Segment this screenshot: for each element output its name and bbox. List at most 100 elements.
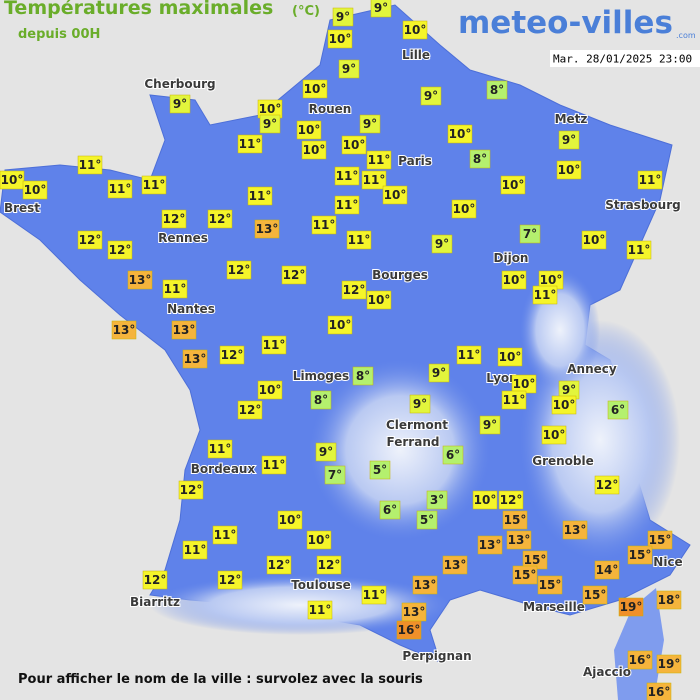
temp-label: 12°: [268, 558, 291, 572]
temp-box: [219, 345, 245, 365]
temp-box: [537, 575, 563, 595]
temp-box: [647, 530, 673, 550]
temp-label: 10°: [404, 23, 427, 37]
temp-label: 9°: [363, 117, 377, 131]
temp-label: 10°: [474, 493, 497, 507]
temp-box: [332, 7, 354, 27]
temp-label: 11°: [209, 442, 232, 456]
temp-label: 8°: [356, 369, 370, 383]
temp-box: [310, 390, 332, 410]
temp-box: [626, 240, 652, 260]
temp-label: 5°: [420, 513, 434, 527]
temp-box: [261, 335, 287, 355]
temp-box: [469, 149, 491, 169]
temp-box: [594, 560, 620, 580]
temp-box: [442, 555, 468, 575]
temp-box: [237, 134, 263, 154]
temp-label: 15°: [629, 548, 652, 562]
city-name: Cherbourg: [144, 77, 215, 91]
temp-box: [420, 86, 442, 106]
temp-label: 3°: [430, 493, 444, 507]
temp-box: [369, 460, 391, 480]
temp-box: [562, 520, 588, 540]
temp-box: [451, 199, 477, 219]
temp-box: [581, 230, 607, 250]
temp-label: 11°: [458, 348, 481, 362]
city-name: Ajaccio: [583, 665, 631, 679]
temp-box: [486, 80, 508, 100]
temp-label: 11°: [239, 137, 262, 151]
temp-label: 8°: [473, 152, 487, 166]
temp-box: [237, 400, 263, 420]
temp-label: 13°: [444, 558, 467, 572]
temp-label: 11°: [263, 458, 286, 472]
city-name: Bourges: [372, 268, 428, 282]
temp-label: 10°: [24, 183, 47, 197]
temp-label: 13°: [184, 352, 207, 366]
temp-box: [656, 654, 682, 674]
temp-label: 10°: [329, 318, 352, 332]
temp-box: [257, 380, 283, 400]
temp-label: 15°: [649, 533, 672, 547]
temp-box: [169, 94, 191, 114]
temp-label: 8°: [490, 83, 504, 97]
temp-label: 12°: [221, 348, 244, 362]
temp-label: 10°: [384, 188, 407, 202]
temp-label: 15°: [584, 588, 607, 602]
temp-box: [416, 510, 438, 530]
temp-box: [254, 219, 280, 239]
temp-label: 9°: [173, 97, 187, 111]
temp-label: 9°: [263, 117, 277, 131]
temp-box: [334, 166, 360, 186]
temp-box: [171, 320, 197, 340]
temp-label: 10°: [259, 102, 282, 116]
temp-label: 9°: [413, 397, 427, 411]
city-name: Lille: [402, 48, 430, 62]
temp-label: 6°: [611, 403, 625, 417]
temp-label: 12°: [318, 558, 341, 572]
temp-label: 9°: [342, 62, 356, 76]
city-name: Rouen: [309, 102, 352, 116]
temp-box: [311, 215, 337, 235]
temp-box: [307, 600, 333, 620]
temp-label: 12°: [596, 478, 619, 492]
temp-box: [412, 575, 438, 595]
temp-label: 19°: [658, 657, 681, 671]
temp-label: 10°: [449, 127, 472, 141]
temp-label: 10°: [259, 383, 282, 397]
temp-label: 10°: [499, 350, 522, 364]
temp-label: 12°: [109, 243, 132, 257]
temp-label: 16°: [629, 653, 652, 667]
temp-box: [442, 445, 464, 465]
temp-box: [479, 415, 501, 435]
temp-box: [558, 130, 580, 150]
temp-label: 10°: [304, 82, 327, 96]
temp-label: 10°: [343, 138, 366, 152]
temp-label: 11°: [143, 178, 166, 192]
temp-box: [142, 570, 168, 590]
city-name: Lyon: [486, 371, 517, 385]
city-name: Brest: [4, 201, 40, 215]
temp-label: 12°: [283, 268, 306, 282]
temp-label: 7°: [328, 468, 342, 482]
temp-label: 16°: [398, 623, 421, 637]
city-name: Rennes: [158, 231, 208, 245]
temp-label: 11°: [363, 173, 386, 187]
temp-box: [582, 585, 608, 605]
temp-box: [247, 186, 273, 206]
temp-box: [541, 425, 567, 445]
temp-label: 10°: [298, 123, 321, 137]
temp-label: 16°: [648, 685, 671, 699]
temp-box: [456, 345, 482, 365]
temp-box: [316, 555, 342, 575]
temp-label: 9°: [435, 237, 449, 251]
temp-label: 12°: [219, 573, 242, 587]
logo-suffix: .com: [676, 31, 696, 40]
temp-box: [366, 290, 392, 310]
subtitle: depuis 00H: [18, 27, 100, 42]
city-name: Bordeaux: [191, 462, 256, 476]
temp-box: [607, 400, 629, 420]
temp-label: 12°: [343, 283, 366, 297]
temp-box: [447, 124, 473, 144]
